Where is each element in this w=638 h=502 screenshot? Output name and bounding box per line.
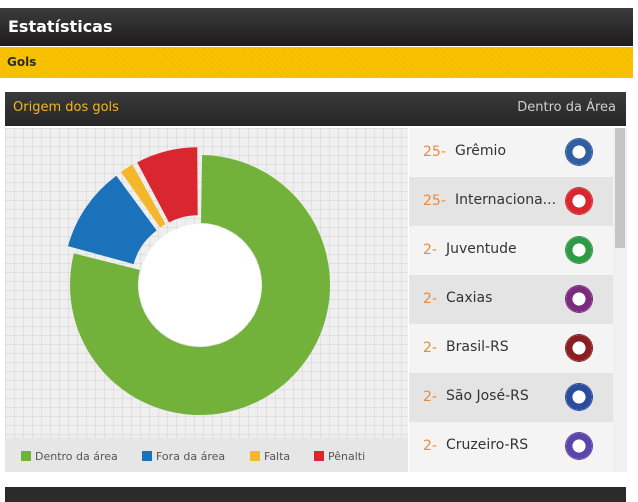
top-header: Estatísticas [0, 8, 633, 46]
team-name: Internaciona... [455, 192, 557, 208]
team-name: Grêmio [455, 143, 507, 159]
team-row[interactable]: 2- Brasil-RS [409, 324, 613, 373]
legend-label: Fora da área [156, 450, 226, 463]
scrollbar-thumb[interactable] [615, 128, 625, 248]
team-row[interactable]: 2- Cruzeiro-RS [409, 422, 613, 471]
panel-title: Origem dos gols [13, 100, 119, 115]
legend-swatch [142, 451, 152, 461]
teams-scrollbar[interactable] [613, 128, 627, 472]
team-row[interactable]: 2- São José-RS [409, 373, 613, 422]
legend-item[interactable]: Pênalti [314, 450, 365, 463]
legend-label: Pênalti [328, 450, 366, 463]
team-position: 25- [423, 193, 446, 209]
legend-label: Dentro da área [35, 450, 118, 463]
section-bar: Gols [0, 47, 633, 78]
section-label: Gols [7, 55, 37, 69]
team-name: Juventude [446, 241, 517, 257]
team-position: 2- [423, 438, 437, 454]
donut-slice-falta[interactable] [121, 164, 166, 228]
internacional-badge-icon [566, 188, 592, 214]
team-position: 2- [423, 291, 437, 307]
legend-label: Falta [264, 450, 291, 463]
juventude-badge-icon [566, 237, 592, 263]
gremio-badge-icon [566, 139, 592, 165]
donut-slice-fora-da-área[interactable] [68, 175, 157, 265]
panel-header: Origem dos gols Dentro da Área [5, 92, 626, 126]
chart-area: Dentro da área Fora da área Falta Pênalti [5, 128, 408, 472]
team-name: Cruzeiro-RS [446, 437, 529, 453]
filter-selector[interactable]: Dentro da Área [517, 100, 616, 115]
team-position: 2- [423, 242, 437, 258]
legend-swatch [21, 451, 31, 461]
donut-slice-pênalti[interactable] [137, 147, 198, 223]
bottom-bar [5, 487, 626, 502]
sao-jose-rs-badge-icon [566, 384, 592, 410]
teams-list: 25- Grêmio 25- Internaciona... 2- Juventude 2-… [409, 128, 613, 472]
team-row[interactable]: 2- Juventude [409, 226, 613, 275]
team-row[interactable]: 25- Internaciona... [409, 177, 613, 226]
team-name: Caxias [446, 290, 493, 306]
team-name: Brasil-RS [446, 339, 509, 355]
legend-swatch [250, 451, 260, 461]
legend-item[interactable]: Falta [250, 450, 290, 463]
legend-item[interactable]: Fora da área [142, 450, 225, 463]
page-title: Estatísticas [8, 17, 113, 36]
chart-legend: Dentro da área Fora da área Falta Pênalti [5, 438, 408, 472]
legend-item[interactable]: Dentro da área [21, 450, 118, 463]
donut-hole [139, 224, 261, 346]
brasil-rs-badge-icon [566, 335, 592, 361]
donut-chart [68, 147, 330, 415]
team-row[interactable]: 2- Caxias [409, 275, 613, 324]
team-position: 2- [423, 340, 437, 356]
caxias-badge-icon [566, 286, 592, 312]
donut-slice-dentro-da-área[interactable] [69, 155, 330, 415]
team-row[interactable]: 25- Grêmio [409, 128, 613, 177]
team-position: 2- [423, 389, 437, 405]
team-position: 25- [423, 144, 446, 160]
cruzeiro-rs-badge-icon [566, 433, 592, 459]
legend-swatch [314, 451, 324, 461]
team-name: São José-RS [446, 388, 529, 404]
